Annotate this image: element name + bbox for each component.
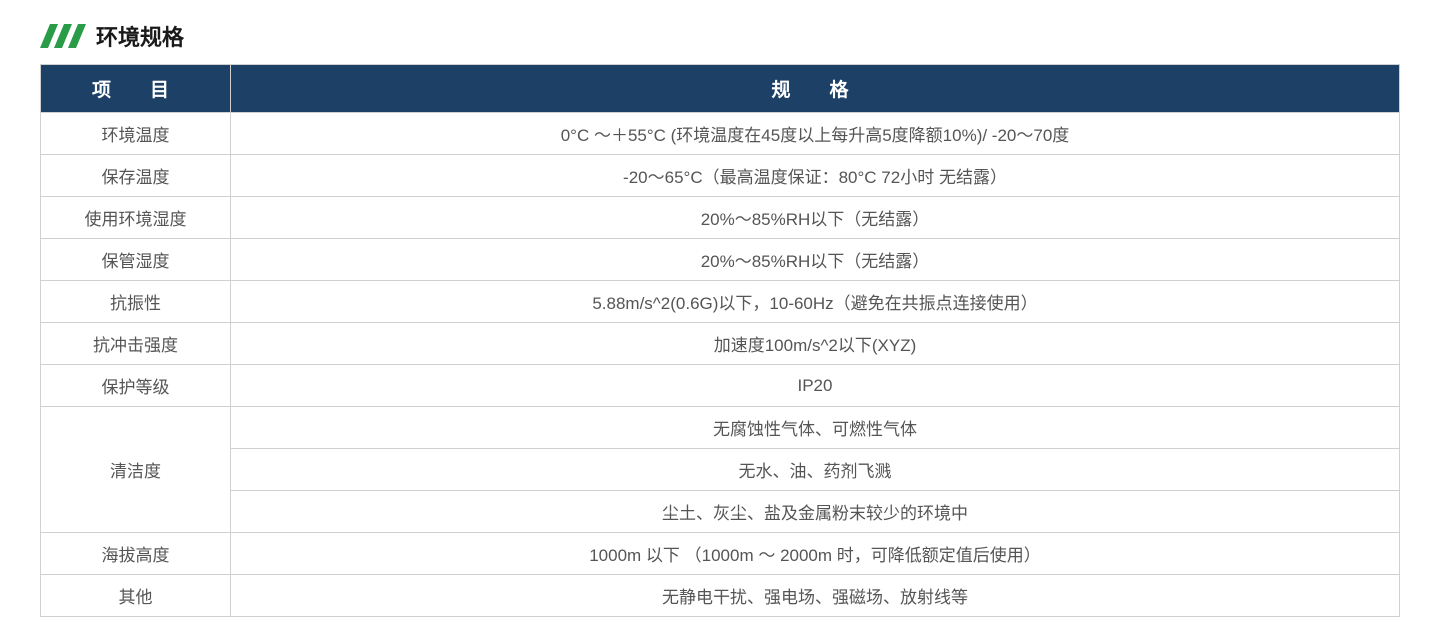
section-title: 环境规格	[96, 20, 184, 52]
table-row: 无水、油、药剂飞溅	[41, 449, 1400, 491]
table-cell-label: 保护等级	[41, 365, 231, 407]
table-header-col2: 规 格	[231, 65, 1400, 113]
table-cell-value: 20%～85%RH以下（无结露）	[231, 239, 1400, 281]
table-row: 尘土、灰尘、盐及金属粉末较少的环境中	[41, 491, 1400, 533]
table-row: 清洁度无腐蚀性气体、可燃性气体	[41, 407, 1400, 449]
table-cell-label: 抗振性	[41, 281, 231, 323]
section-header: 环境规格	[40, 20, 1400, 52]
table-cell-label: 海拔高度	[41, 533, 231, 575]
table-row: 保护等级IP20	[41, 365, 1400, 407]
table-header-col1: 项 目	[41, 65, 231, 113]
table-body: 环境温度0°C ～＋55°C (环境温度在45度以上每升高5度降额10%)/ -…	[41, 113, 1400, 617]
table-cell-value: -20～65°C（最高温度保证：80°C 72小时 无结露）	[231, 155, 1400, 197]
table-cell-label: 环境温度	[41, 113, 231, 155]
table-row: 环境温度0°C ～＋55°C (环境温度在45度以上每升高5度降额10%)/ -…	[41, 113, 1400, 155]
table-cell-value: IP20	[231, 365, 1400, 407]
table-row: 海拔高度1000m 以下 （1000m ～ 2000m 时，可降低额定值后使用）	[41, 533, 1400, 575]
table-cell-value: 无腐蚀性气体、可燃性气体	[231, 407, 1400, 449]
table-cell-label: 其他	[41, 575, 231, 617]
table-header-row: 项 目 规 格	[41, 65, 1400, 113]
table-cell-label: 抗冲击强度	[41, 323, 231, 365]
table-cell-label: 清洁度	[41, 407, 231, 533]
table-cell-label: 保存温度	[41, 155, 231, 197]
table-cell-value: 无水、油、药剂飞溅	[231, 449, 1400, 491]
table-cell-value: 1000m 以下 （1000m ～ 2000m 时，可降低额定值后使用）	[231, 533, 1400, 575]
table-row: 保管湿度20%～85%RH以下（无结露）	[41, 239, 1400, 281]
table-row: 抗振性5.88m/s^2(0.6G)以下，10-60Hz（避免在共振点连接使用）	[41, 281, 1400, 323]
table-row: 抗冲击强度加速度100m/s^2以下(XYZ)	[41, 323, 1400, 365]
table-cell-value: 加速度100m/s^2以下(XYZ)	[231, 323, 1400, 365]
spec-table: 项 目 规 格 环境温度0°C ～＋55°C (环境温度在45度以上每升高5度降…	[40, 64, 1400, 617]
table-cell-label: 使用环境湿度	[41, 197, 231, 239]
table-cell-value: 尘土、灰尘、盐及金属粉末较少的环境中	[231, 491, 1400, 533]
table-row: 其他无静电干扰、强电场、强磁场、放射线等	[41, 575, 1400, 617]
table-cell-value: 无静电干扰、强电场、强磁场、放射线等	[231, 575, 1400, 617]
table-cell-value: 20%～85%RH以下（无结露）	[231, 197, 1400, 239]
table-row: 使用环境湿度20%～85%RH以下（无结露）	[41, 197, 1400, 239]
table-cell-value: 0°C ～＋55°C (环境温度在45度以上每升高5度降额10%)/ -20～7…	[231, 113, 1400, 155]
table-row: 保存温度-20～65°C（最高温度保证：80°C 72小时 无结露）	[41, 155, 1400, 197]
logo-icon	[40, 24, 88, 48]
table-cell-value: 5.88m/s^2(0.6G)以下，10-60Hz（避免在共振点连接使用）	[231, 281, 1400, 323]
table-cell-label: 保管湿度	[41, 239, 231, 281]
